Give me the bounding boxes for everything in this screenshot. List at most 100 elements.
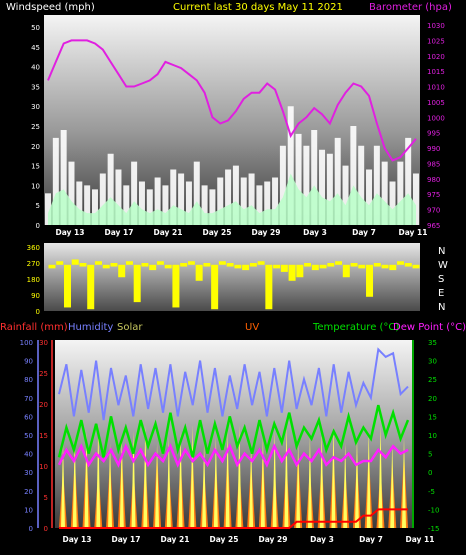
windspeed-tick-label: 45 <box>31 44 40 52</box>
solar-spike <box>331 425 336 528</box>
panel1-background <box>44 15 420 225</box>
rainfall-line <box>59 508 408 529</box>
humidity-tick-label: 70 <box>24 395 33 403</box>
direction-mark <box>350 263 358 267</box>
panel3-date-labels: Day 13 Day 17 Day 21 Day 25 Day 29 Day 3 Day 7… <box>63 535 435 544</box>
compass-letter: N <box>438 302 445 313</box>
wind-barometer-panel: Windspeed (mph) Current last 30 days May… <box>6 2 452 237</box>
temperature-tick-label: -15 <box>428 525 439 533</box>
barometer-tick-label: 1030 <box>427 22 445 30</box>
direction-mark <box>56 261 64 265</box>
direction-mark <box>110 263 118 267</box>
solar-spike <box>143 425 148 528</box>
direction-mark <box>280 264 288 272</box>
solar-spike <box>284 425 289 528</box>
date-label: Day 17 <box>105 228 134 237</box>
solar-spike <box>225 431 230 528</box>
temperature-tick-label: 15 <box>428 413 437 421</box>
direction-mark <box>249 263 257 267</box>
windspeed-tick-label: 20 <box>31 143 40 151</box>
date-label: Day 13 <box>56 228 85 237</box>
direction-mark <box>265 264 273 310</box>
panel1-series <box>45 39 419 225</box>
solar-spike <box>72 437 77 528</box>
windspeed-tick-label: 0 <box>36 222 40 230</box>
temperature-tick-label: 5 <box>428 451 432 459</box>
date-label: Day 13 <box>63 535 92 544</box>
solar-spike <box>202 443 207 528</box>
rainfall-ticks: 0 5 10 15 20 25 30 <box>39 339 48 533</box>
barometer-tick-label: 970 <box>427 207 440 215</box>
direction-tick-label: 0 <box>36 308 40 316</box>
panel3-series <box>57 347 410 529</box>
rainfall-tick-label: 0 <box>44 525 48 533</box>
direction-mark <box>311 264 319 271</box>
barometer-tick-label: 965 <box>427 222 440 230</box>
direction-mark <box>125 261 133 265</box>
barometer-tick-label: 985 <box>427 160 440 168</box>
solar-spike <box>119 437 124 528</box>
barometer-tick-label: 975 <box>427 191 440 199</box>
barometer-tick-label: 1020 <box>427 53 445 61</box>
date-label: Day 17 <box>112 535 141 544</box>
direction-mark <box>234 264 242 269</box>
direction-mark <box>366 264 374 297</box>
direction-mark <box>288 264 296 281</box>
solar-spike <box>307 437 312 528</box>
solar-spike <box>213 437 218 528</box>
windspeed-tick-label: 15 <box>31 163 40 171</box>
compass-letter: E <box>438 288 444 299</box>
direction-mark <box>149 264 157 271</box>
direction-mark <box>156 261 164 265</box>
solar-spike <box>237 425 242 528</box>
solar-spike <box>155 443 160 528</box>
solar-spike <box>61 443 65 528</box>
direction-mark <box>48 264 56 269</box>
windspeed-tick-label: 10 <box>31 182 40 190</box>
solar-spike <box>84 431 89 528</box>
direction-mark <box>404 263 412 267</box>
direction-tick-label: 360 <box>27 244 40 252</box>
barometer-tick-label: 990 <box>427 145 440 153</box>
direction-mark <box>94 261 102 265</box>
barometer-line <box>47 39 417 162</box>
barometer-tick-label: 980 <box>427 176 440 184</box>
direction-ticks: 0 90 180 270 360 <box>27 244 40 316</box>
humidity-tick-label: 50 <box>24 432 33 440</box>
temperature-line <box>57 404 410 458</box>
date-label: Day 7 <box>359 535 383 544</box>
direction-mark <box>118 264 126 278</box>
windspeed-ticks: 0 5 10 15 20 25 30 35 40 45 50 <box>31 24 40 230</box>
direction-tick-label: 270 <box>27 260 40 268</box>
barometer-tick-label: 995 <box>427 130 440 138</box>
panel1-date-labels: Day 13 Day 17 Day 21 Day 25 Day 29 Day 3 Day 7… <box>56 228 428 237</box>
direction-mark <box>172 264 180 308</box>
direction-mark <box>102 264 110 269</box>
temperature-tick-label: 35 <box>428 339 437 347</box>
date-label: Day 25 <box>203 228 232 237</box>
barometer-axis-label: Barometer (hpa) <box>369 2 452 13</box>
compass-letter: W <box>438 260 448 271</box>
solar-axis-label: Solar <box>117 322 143 333</box>
rainfall-axis-label: Rainfall (mm) <box>0 322 68 333</box>
date-label: Day 3 <box>303 228 327 237</box>
humidity-tick-label: 30 <box>24 469 33 477</box>
chart-title: Current last 30 days May 11 2021 <box>173 2 343 13</box>
date-label: Day 11 <box>406 535 435 544</box>
humidity-tick-label: 100 <box>20 339 33 347</box>
direction-mark <box>389 264 397 271</box>
date-label: Day 29 <box>259 535 288 544</box>
temperature-tick-label: 25 <box>428 376 437 384</box>
solar-spike <box>272 431 277 528</box>
direction-mark <box>195 264 203 281</box>
rainfall-tick-label: 15 <box>39 432 48 440</box>
humidity-tick-label: 20 <box>24 488 33 496</box>
direction-mark <box>373 263 381 267</box>
solar-spike <box>190 425 195 528</box>
direction-mark <box>335 261 343 265</box>
humidity-tick-label: 90 <box>24 358 33 366</box>
windspeed-tick-label: 35 <box>31 83 40 91</box>
direction-mark <box>180 263 188 267</box>
